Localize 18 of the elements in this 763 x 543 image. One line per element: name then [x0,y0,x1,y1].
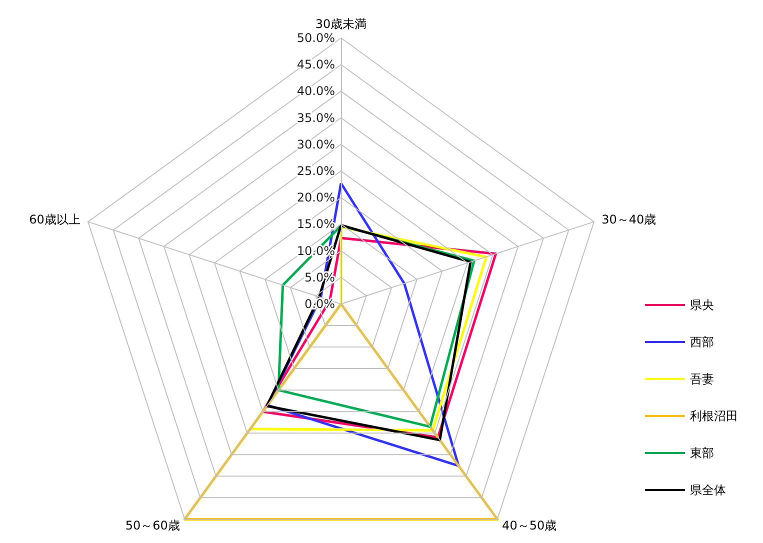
legend-label: 県央 [690,298,714,312]
y-tick-label: 20.0% [296,190,335,205]
y-tick-label: 25.0% [296,164,335,178]
spoke-label: 60歳以上 [29,212,80,226]
legend-label: 利根沼田 [690,409,738,423]
spoke-label: 40～50歳 [502,518,557,533]
spoke-label: 30～40歳 [602,212,656,226]
y-tick-label: 50.0% [296,31,335,45]
legend-label: 吾妻 [690,372,714,386]
y-tick-label: 30.0% [296,137,335,152]
legend-label: 東部 [690,446,714,460]
y-tick-label: 45.0% [296,58,335,72]
legend-label: 県全体 [690,483,726,497]
spoke-label: 30歳未満 [315,17,367,31]
spoke-label: 50～60歳 [125,518,180,533]
legend-label: 西部 [690,335,714,349]
y-tick-label: 40.0% [296,84,335,98]
y-tick-label: 35.0% [296,110,335,125]
